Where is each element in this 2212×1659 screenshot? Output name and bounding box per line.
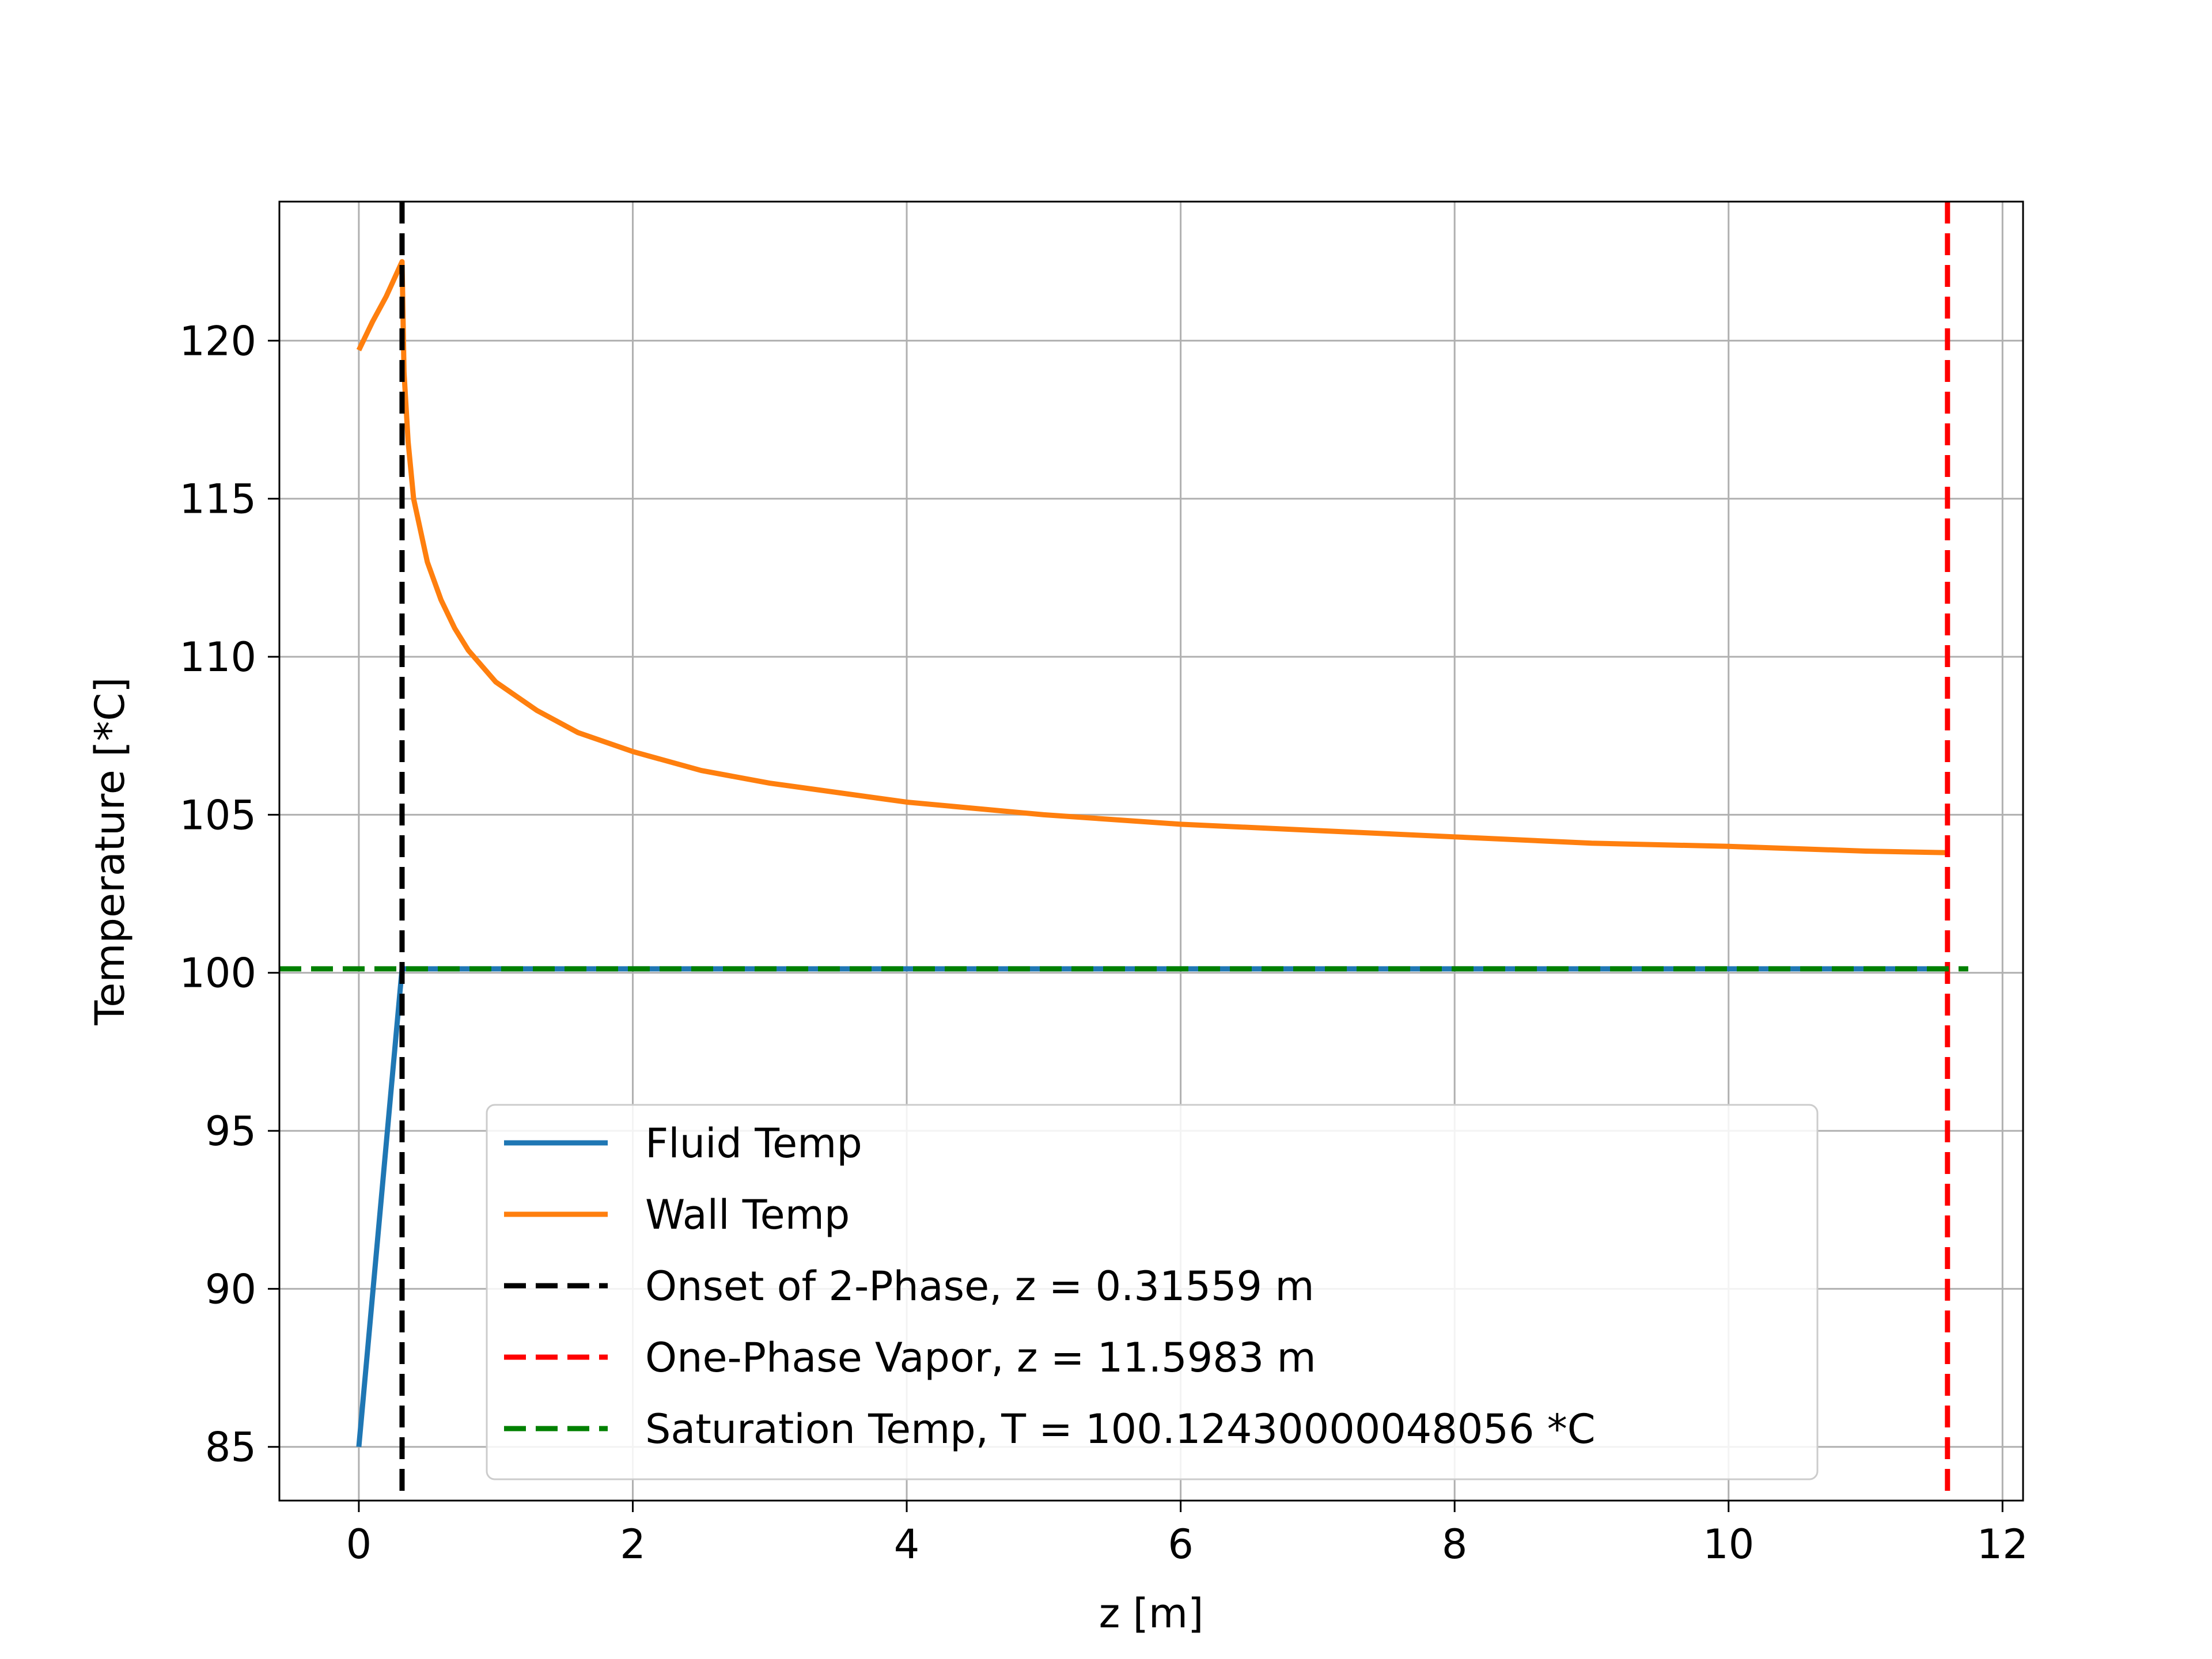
- legend-label: Wall Temp: [645, 1191, 850, 1238]
- series-line-1: [356, 259, 1948, 855]
- x-tick-label: 10: [1703, 1521, 1754, 1568]
- legend-box: [486, 1104, 1819, 1480]
- ticks: 0 2 4 6 8 10 12 85 90 95 100 105 110 115 120: [179, 317, 2028, 1568]
- x-tick-label: 12: [1977, 1521, 2028, 1568]
- y-tick-label: 90: [205, 1266, 256, 1313]
- x-axis-label: z [m]: [1099, 1590, 1204, 1637]
- x-tick-label: 0: [346, 1521, 372, 1568]
- x-tick-label: 2: [620, 1521, 646, 1568]
- y-tick-label: 95: [205, 1108, 256, 1155]
- y-tick-label: 120: [179, 317, 256, 365]
- y-tick-label: 115: [179, 476, 256, 523]
- y-axis-label: Temperature [*C]: [86, 677, 134, 1025]
- axes-frame: [278, 200, 2024, 1502]
- x-tick-label: 8: [1442, 1521, 1468, 1568]
- legend-label: Saturation Temp, T = 100.12430000048056 …: [645, 1406, 1596, 1453]
- y-tick-label: 100: [179, 950, 256, 997]
- y-tick-label: 105: [179, 791, 256, 839]
- legend-label: One-Phase Vapor, z = 11.5983 m: [645, 1334, 1316, 1381]
- plot-area: [279, 202, 1968, 1501]
- legend-label: Onset of 2-Phase, z = 0.31559 m: [645, 1263, 1315, 1310]
- legend-label: Fluid Temp: [645, 1120, 862, 1167]
- x-tick-label: 4: [894, 1521, 920, 1568]
- legend: Fluid Temp Wall Temp Onset of 2-Phase, z =…: [486, 1104, 1819, 1480]
- y-tick-label: 85: [205, 1424, 256, 1471]
- x-tick-label: 6: [1168, 1521, 1194, 1568]
- y-tick-label: 110: [179, 634, 256, 681]
